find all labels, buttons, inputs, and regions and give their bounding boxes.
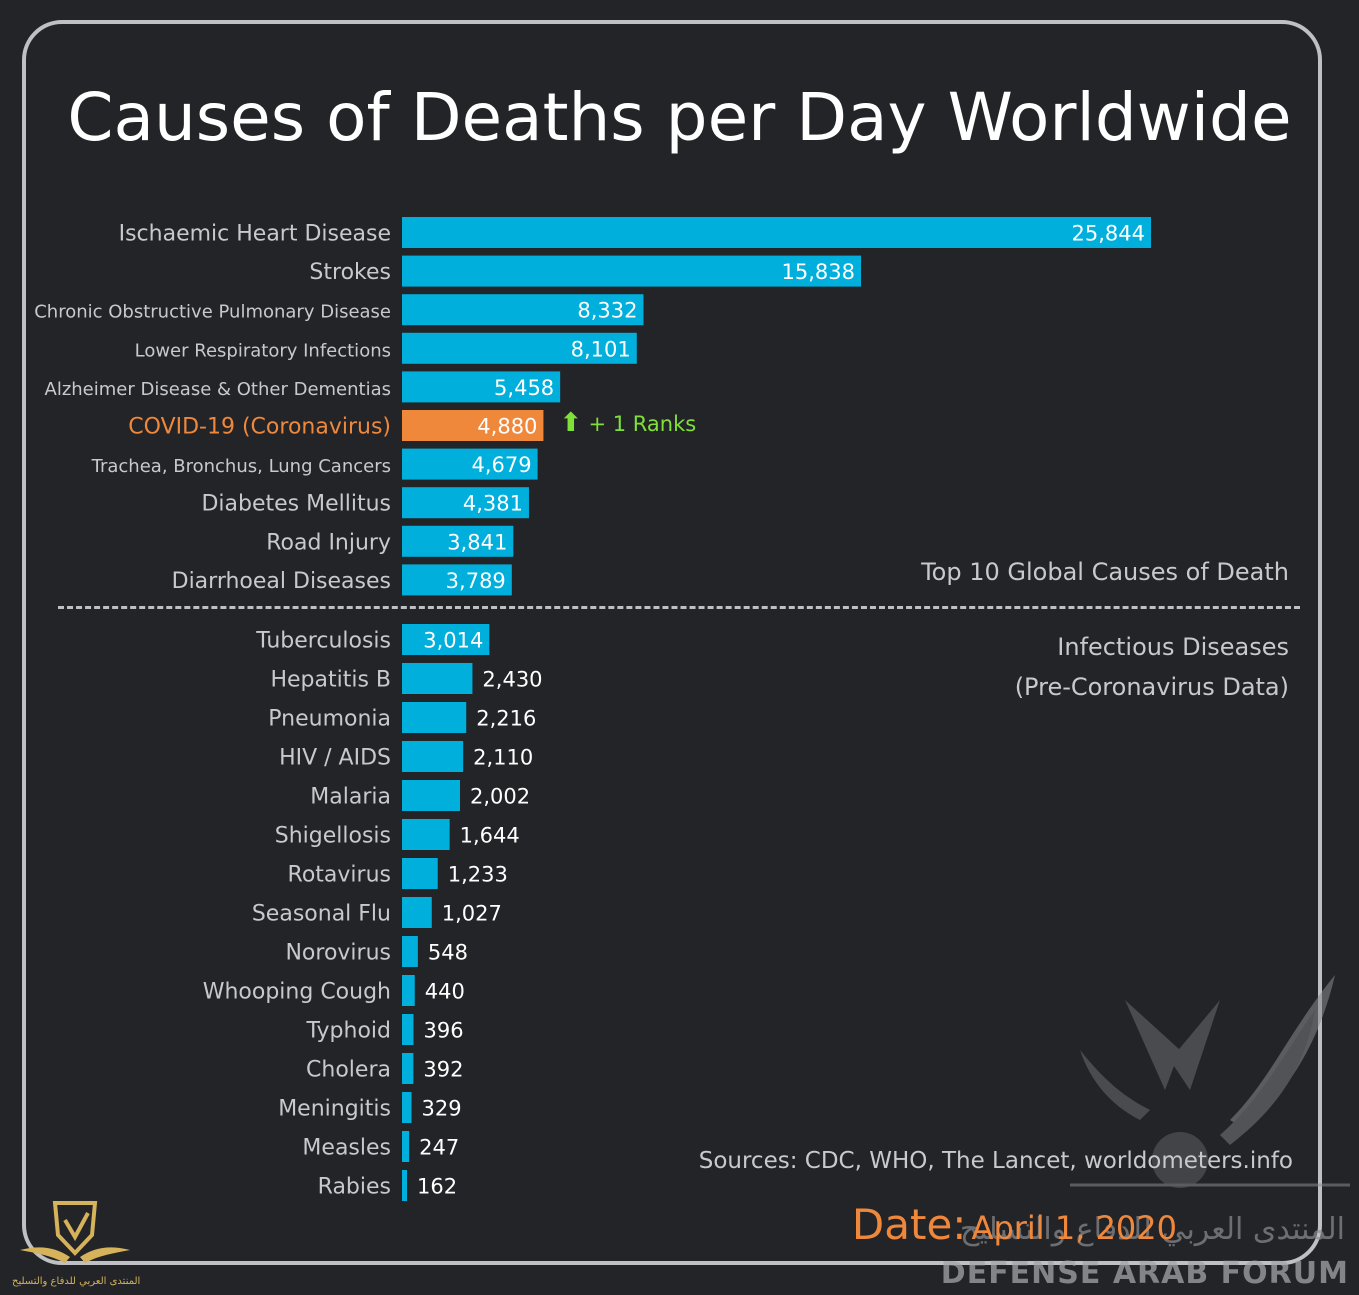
chart-frame [22, 20, 1322, 1265]
value-label-0-9: 3,789 [446, 569, 506, 593]
value-label-1-6: 1,233 [448, 863, 508, 887]
bar-1-5 [402, 819, 450, 850]
chart-title: Causes of Deaths per Day Worldwide [67, 79, 1292, 156]
value-label-1-13: 247 [419, 1136, 459, 1160]
value-label-0-3: 8,101 [571, 337, 631, 361]
bar-1-0 [402, 624, 490, 655]
bar-0-5 [402, 410, 544, 441]
top10-group-label: Top 10 Global Causes of Death [921, 558, 1289, 586]
category-label-1-0: Tuberculosis [255, 629, 391, 654]
rank-change-annotation: ⬆ + 1 Ranks [560, 408, 696, 439]
value-label-1-9: 440 [425, 980, 465, 1004]
category-label-0-3: Lower Respiratory Infections [135, 340, 391, 361]
category-label-1-14: Rabies [318, 1175, 391, 1200]
bar-0-8 [402, 525, 514, 557]
bar-1-1 [402, 663, 473, 694]
value-label-1-11: 392 [423, 1058, 463, 1082]
category-label-0-8: Road Injury [266, 530, 391, 555]
value-label-0-5: 4,880 [477, 415, 537, 439]
sources-text: Sources: CDC, WHO, The Lancet, worldomet… [698, 1148, 1293, 1174]
date-value: April 1, 2020 [971, 1209, 1177, 1247]
category-label-1-7: Seasonal Flu [252, 902, 391, 927]
bar-1-14 [402, 1170, 407, 1201]
value-label-0-7: 4,381 [463, 492, 523, 516]
category-label-1-12: Meningitis [278, 1097, 391, 1122]
bar-1-12 [402, 1092, 412, 1123]
watermark-logo [1070, 975, 1350, 1188]
bar-0-4 [402, 371, 561, 403]
infectious-label-line-1: Infectious Diseases [1057, 633, 1289, 661]
corner-logo-text: المنتدى العربي للدفاع والتسليح [12, 1276, 141, 1287]
category-label-0-1: Strokes [309, 260, 391, 285]
watermark-english: DEFENSE ARAB FORUM [940, 1256, 1349, 1291]
bar-1-4 [402, 780, 461, 811]
category-label-0-7: Diabetes Mellitus [201, 492, 391, 517]
category-label-1-8: Norovirus [285, 941, 391, 966]
value-label-1-10: 396 [423, 1019, 463, 1043]
category-label-1-9: Whooping Cough [203, 980, 391, 1005]
value-label-1-7: 1,027 [442, 902, 502, 926]
section-divider [58, 606, 1300, 609]
bar-1-2 [402, 702, 467, 733]
value-label-1-3: 2,110 [473, 746, 533, 770]
category-label-1-10: Typhoid [306, 1019, 391, 1044]
value-label-1-2: 2,216 [476, 707, 536, 731]
rank-change-text: + 1 Ranks [588, 412, 697, 436]
category-label-0-5: COVID-19 (Coronavirus) [128, 415, 391, 440]
value-label-0-6: 4,679 [471, 453, 531, 477]
value-label-0-0: 25,844 [1072, 222, 1145, 246]
bar-0-1 [402, 255, 862, 287]
bar-1-8 [402, 936, 418, 967]
infectious-label-line-2: (Pre-Coronavirus Data) [1014, 673, 1289, 701]
category-label-1-1: Hepatitis B [270, 668, 391, 693]
bar-1-9 [402, 975, 415, 1006]
date-label: Date: [851, 1200, 967, 1249]
bar-0-7 [402, 487, 529, 519]
date-line: Date: April 1, 2020 [852, 1200, 1177, 1249]
bar-0-3 [402, 332, 637, 364]
value-label-0-8: 3,841 [447, 530, 507, 554]
category-label-0-6: Trachea, Bronchus, Lung Cancers [91, 456, 391, 477]
bar-1-10 [402, 1014, 414, 1045]
value-label-1-0: 3,014 [423, 629, 483, 653]
bar-1-6 [402, 858, 438, 889]
category-label-1-3: HIV / AIDS [279, 746, 391, 771]
value-label-0-1: 15,838 [782, 260, 855, 284]
up-arrow-icon: ⬆ [560, 408, 582, 438]
value-label-0-2: 8,332 [577, 299, 637, 323]
value-label-1-5: 1,644 [460, 824, 520, 848]
value-label-1-4: 2,002 [470, 785, 530, 809]
category-label-1-5: Shigellosis [275, 824, 391, 849]
bar-1-3 [402, 741, 464, 772]
category-label-0-9: Diarrhoeal Diseases [172, 569, 391, 594]
value-label-1-8: 548 [428, 941, 468, 965]
bar-0-2 [402, 294, 644, 326]
category-label-0-2: Chronic Obstructive Pulmonary Disease [34, 302, 391, 323]
corner-shield-logo [20, 1201, 130, 1263]
bar-1-13 [402, 1131, 410, 1162]
bar-0-0 [402, 217, 1151, 248]
category-label-1-6: Rotavirus [288, 863, 391, 888]
bar-1-11 [402, 1053, 414, 1084]
value-label-1-12: 329 [422, 1097, 462, 1121]
bar-1-7 [402, 897, 432, 928]
category-label-1-4: Malaria [310, 785, 391, 810]
watermark-arabic: المنتدى العربي للدفاع والتسليح [960, 1212, 1345, 1247]
category-label-1-13: Measles [302, 1136, 391, 1161]
category-label-0-0: Ischaemic Heart Disease [119, 222, 391, 247]
value-label-0-4: 5,458 [494, 376, 554, 400]
value-label-1-14: 162 [417, 1175, 457, 1199]
category-label-0-4: Alzheimer Disease & Other Dementias [45, 379, 392, 400]
value-label-1-1: 2,430 [482, 668, 542, 692]
category-label-1-2: Pneumonia [268, 707, 391, 732]
category-label-1-11: Cholera [306, 1058, 391, 1083]
bar-0-6 [402, 448, 538, 480]
bar-0-9 [402, 564, 512, 596]
infectious-group-label: Infectious Diseases (Pre-Coronavirus Dat… [1015, 627, 1289, 707]
